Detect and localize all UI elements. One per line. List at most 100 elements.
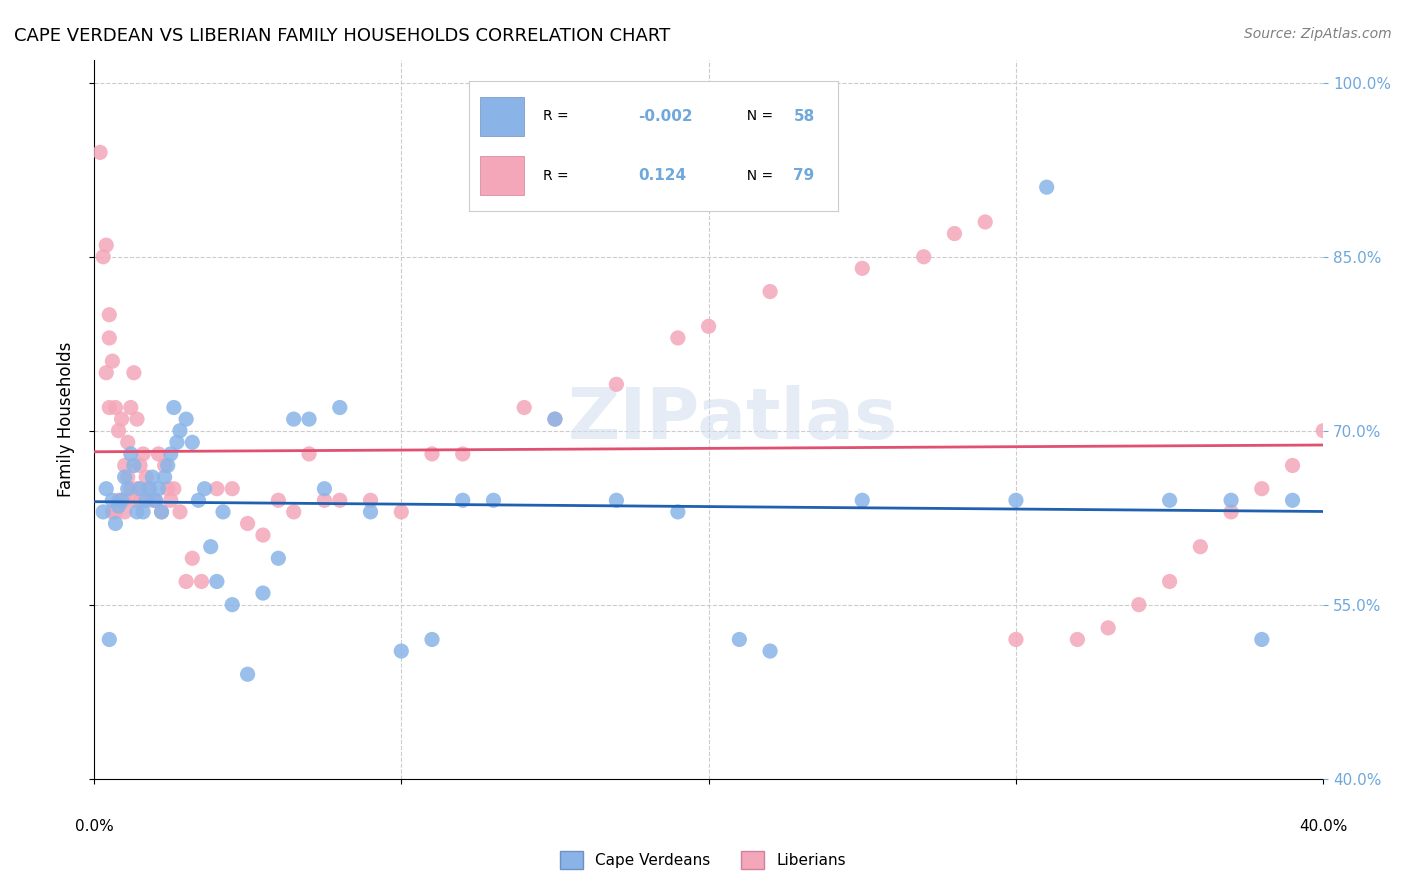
Point: [117, 482, 139, 496]
Point: [104, 401, 127, 415]
Point: [135, 470, 157, 484]
Point: [974, 215, 997, 229]
Point: [1374, 366, 1396, 380]
Point: [129, 482, 152, 496]
Point: [181, 551, 204, 566]
Point: [163, 482, 186, 496]
Point: [1035, 180, 1057, 194]
Point: [141, 470, 163, 484]
Point: [666, 331, 689, 345]
Point: [912, 250, 935, 264]
Point: [120, 482, 142, 496]
Point: [1220, 493, 1243, 508]
Point: [1128, 598, 1150, 612]
Point: [120, 447, 142, 461]
Point: [283, 505, 305, 519]
Point: [156, 482, 179, 496]
Point: [101, 354, 124, 368]
Point: [129, 458, 152, 473]
Point: [169, 505, 191, 519]
Point: [114, 505, 136, 519]
Point: [420, 632, 443, 647]
Point: [138, 482, 160, 496]
Point: [96, 366, 118, 380]
Point: [314, 493, 336, 508]
Point: [117, 470, 139, 484]
Point: [1159, 574, 1181, 589]
Point: [148, 482, 170, 496]
Point: [1066, 632, 1088, 647]
Point: [728, 632, 751, 647]
Point: [156, 458, 179, 473]
Point: [605, 493, 627, 508]
Point: [420, 447, 443, 461]
Point: [314, 482, 336, 496]
Point: [1281, 458, 1303, 473]
Point: [482, 493, 505, 508]
Point: [252, 528, 274, 542]
Point: [1220, 505, 1243, 519]
Point: [697, 319, 720, 334]
Text: Source: ZipAtlas.com: Source: ZipAtlas.com: [1244, 27, 1392, 41]
Point: [107, 424, 129, 438]
Point: [1159, 493, 1181, 508]
Point: [110, 412, 132, 426]
Point: [236, 667, 259, 681]
Point: [1405, 331, 1406, 345]
Point: [120, 401, 142, 415]
Point: [298, 412, 321, 426]
Point: [104, 505, 127, 519]
Point: [96, 238, 118, 252]
Point: [759, 644, 782, 658]
Point: [122, 366, 145, 380]
Point: [98, 401, 121, 415]
Point: [759, 285, 782, 299]
Point: [159, 447, 181, 461]
Text: 40.0%: 40.0%: [1299, 819, 1347, 834]
Point: [605, 377, 627, 392]
Point: [125, 412, 148, 426]
Point: [1189, 540, 1212, 554]
Point: [101, 493, 124, 508]
Point: [166, 435, 188, 450]
Point: [148, 447, 170, 461]
Point: [236, 516, 259, 531]
Point: [329, 493, 352, 508]
Point: [1250, 632, 1272, 647]
Point: [329, 401, 352, 415]
Point: [252, 586, 274, 600]
Point: [389, 505, 412, 519]
Point: [267, 551, 290, 566]
Point: [283, 412, 305, 426]
Point: [212, 505, 235, 519]
Point: [200, 540, 222, 554]
Point: [298, 447, 321, 461]
Point: [1250, 482, 1272, 496]
Point: [1097, 621, 1119, 635]
Point: [107, 499, 129, 513]
Point: [110, 493, 132, 508]
Point: [98, 331, 121, 345]
Point: [117, 435, 139, 450]
Point: [389, 644, 412, 658]
Point: [145, 493, 167, 508]
Point: [138, 482, 160, 496]
Point: [205, 482, 228, 496]
Point: [132, 505, 155, 519]
Point: [360, 493, 382, 508]
Point: [91, 505, 114, 519]
Point: [150, 505, 173, 519]
Point: [187, 493, 209, 508]
Point: [125, 482, 148, 496]
Point: [153, 470, 176, 484]
Point: [205, 574, 228, 589]
Point: [132, 447, 155, 461]
Point: [91, 250, 114, 264]
Point: [107, 493, 129, 508]
Point: [1312, 424, 1334, 438]
Point: [141, 493, 163, 508]
Point: [98, 308, 121, 322]
Point: [193, 482, 215, 496]
Point: [221, 482, 243, 496]
Point: [851, 493, 873, 508]
